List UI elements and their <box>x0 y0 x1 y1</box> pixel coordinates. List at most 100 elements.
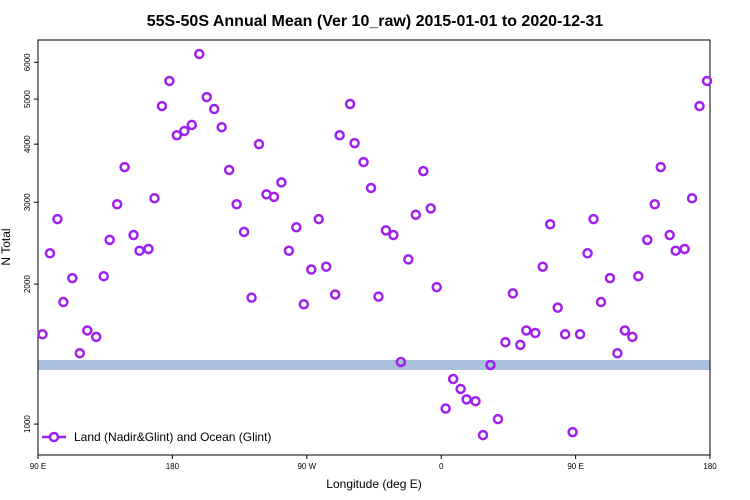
point <box>530 327 541 339</box>
point <box>253 138 265 150</box>
point <box>82 325 93 336</box>
point <box>291 222 302 233</box>
point <box>216 121 227 133</box>
point <box>334 130 345 141</box>
legend-marker <box>48 431 60 443</box>
point <box>612 348 623 359</box>
point <box>694 100 705 112</box>
point <box>306 264 317 275</box>
point <box>104 234 115 246</box>
point <box>477 429 489 441</box>
point <box>670 245 681 256</box>
point <box>149 192 160 204</box>
point <box>329 289 341 300</box>
legend-label: Land (Nadir&Glint) and Ocean (Glint) <box>74 430 271 444</box>
point <box>521 325 532 336</box>
point <box>633 270 644 282</box>
point <box>537 261 548 272</box>
point <box>208 103 220 115</box>
point <box>447 373 459 385</box>
y-tick-label: 2000 <box>23 275 32 293</box>
y-tick-label: 6000 <box>23 53 32 71</box>
x-tick-label: 90 E <box>30 462 46 471</box>
point <box>470 395 481 407</box>
point <box>74 348 86 359</box>
x-tick-label: 90 W <box>297 462 316 471</box>
point <box>365 182 377 194</box>
point <box>431 281 442 293</box>
x-tick-label: 90 E <box>567 462 583 471</box>
land-band <box>38 360 710 370</box>
point <box>485 359 496 371</box>
point <box>440 403 451 414</box>
point <box>500 336 511 348</box>
point <box>283 245 295 256</box>
x-tick-label: 180 <box>166 462 180 471</box>
point <box>492 413 504 425</box>
point <box>201 91 212 103</box>
point <box>298 299 310 310</box>
point <box>552 302 563 313</box>
point <box>403 254 414 265</box>
point <box>313 213 324 225</box>
point <box>111 199 123 210</box>
point <box>134 245 145 256</box>
point <box>425 203 436 214</box>
point <box>143 243 154 255</box>
point <box>604 272 616 284</box>
point <box>268 191 280 203</box>
point <box>455 383 466 395</box>
point <box>373 291 384 302</box>
point <box>642 234 653 246</box>
x-axis-label: Longitude (deg E) <box>326 477 421 491</box>
point <box>52 213 63 225</box>
point <box>276 177 287 188</box>
point <box>171 130 183 141</box>
point <box>461 394 472 405</box>
point <box>544 219 556 230</box>
point <box>98 270 109 282</box>
point <box>686 192 698 204</box>
point <box>507 288 519 299</box>
y-tick-label: 5000 <box>23 90 32 108</box>
point <box>194 48 205 60</box>
point <box>231 199 242 210</box>
point <box>67 272 78 284</box>
point <box>515 339 526 351</box>
point <box>380 225 392 236</box>
point <box>44 248 56 259</box>
point <box>418 165 429 177</box>
y-axis-label: N Total <box>0 228 13 265</box>
point <box>559 329 571 340</box>
point <box>358 156 369 168</box>
point <box>588 213 599 225</box>
point <box>246 292 257 303</box>
y-tick-label: 1000 <box>23 415 32 433</box>
point <box>320 261 332 272</box>
point <box>349 137 360 149</box>
point <box>37 329 48 340</box>
point <box>655 161 666 173</box>
point <box>649 199 660 210</box>
point <box>664 229 675 241</box>
point <box>58 296 69 308</box>
point <box>90 331 102 343</box>
point <box>344 98 356 110</box>
point <box>567 426 578 438</box>
point <box>395 356 407 368</box>
y-tick-label: 3000 <box>23 193 32 211</box>
point <box>186 119 198 131</box>
point <box>223 164 235 176</box>
point <box>582 248 593 259</box>
x-tick-label: 180 <box>703 462 717 471</box>
point <box>128 229 139 241</box>
point <box>627 331 638 343</box>
point <box>410 209 422 220</box>
point <box>119 161 130 173</box>
chart-title: 55S-50S Annual Mean (Ver 10_raw) 2015-01… <box>147 13 604 30</box>
point <box>179 125 190 137</box>
point <box>164 75 175 87</box>
point <box>388 229 399 241</box>
